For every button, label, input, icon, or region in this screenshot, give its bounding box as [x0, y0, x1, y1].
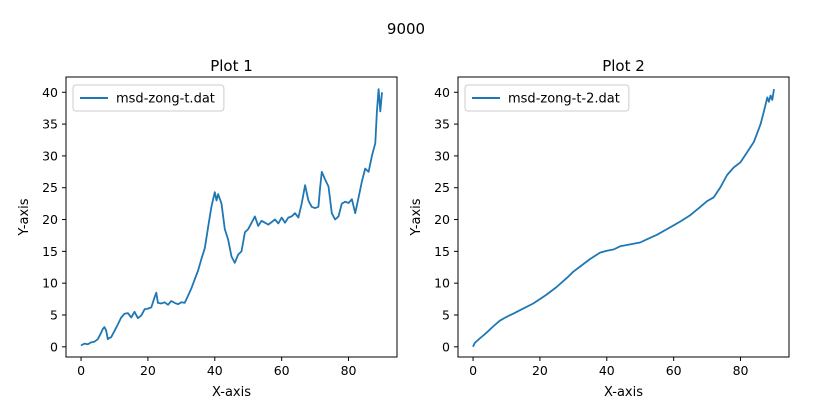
x-axis-label: X-axis [212, 385, 251, 400]
y-tick-label: 10 [434, 276, 450, 291]
y-axis-label: Y-axis [17, 198, 32, 236]
y-tick-label: 20 [42, 212, 58, 227]
y-tick-label: 10 [42, 276, 58, 291]
x-tick-label: 40 [599, 363, 615, 378]
y-tick-label: 20 [434, 212, 450, 227]
y-tick-label: 40 [42, 85, 58, 100]
legend-box [464, 84, 630, 112]
x-tick-label: 0 [469, 363, 477, 378]
plot-2-axes: Plot 2 0 20 40 60 80 0 5 10 15 20 25 30 35 40 X-axis Y-a… [409, 57, 790, 400]
y-tick-label: 15 [434, 244, 450, 259]
axes-frame [457, 76, 790, 358]
y-tick-label: 30 [434, 148, 450, 163]
y-tick-label: 5 [50, 308, 58, 323]
x-tick-label: 60 [666, 363, 682, 378]
x-tick-label: 40 [207, 363, 223, 378]
legend-label: msd-zong-t.dat [116, 92, 215, 107]
x-tick-label: 80 [341, 363, 357, 378]
x-axis-label: X-axis [604, 385, 643, 400]
y-tick-label: 35 [42, 117, 58, 132]
y-tick-label: 35 [434, 117, 450, 132]
plot-1-axes: Plot 1 0 20 40 60 80 0 5 10 15 20 25 30 35 40 X-axis Y-a… [17, 57, 398, 400]
y-tick-label: 25 [434, 180, 450, 195]
y-tick-label: 0 [442, 339, 450, 354]
x-tick-label: 20 [140, 363, 156, 378]
y-axis-label: Y-axis [409, 198, 424, 236]
x-tick-label: 0 [77, 363, 85, 378]
y-tick-label: 40 [434, 85, 450, 100]
series-line [80, 88, 383, 347]
plot-title: Plot 2 [602, 57, 645, 75]
axes-frame [65, 76, 398, 358]
series-line [472, 88, 775, 348]
plot-title: Plot 1 [210, 57, 253, 75]
legend: msd-zong-t.dat [72, 84, 225, 112]
x-tick-label: 60 [274, 363, 290, 378]
y-tick-label: 30 [42, 148, 58, 163]
y-tick-label: 5 [442, 308, 450, 323]
figure-suptitle: 9000 [387, 20, 425, 38]
y-tick-label: 15 [42, 244, 58, 259]
x-tick-label: 20 [532, 363, 548, 378]
y-tick-label: 0 [50, 339, 58, 354]
legend-label: msd-zong-t-2.dat [508, 92, 620, 107]
legend-box [72, 84, 225, 112]
legend: msd-zong-t-2.dat [464, 84, 630, 112]
x-tick-label: 80 [733, 363, 749, 378]
y-tick-label: 25 [42, 180, 58, 195]
